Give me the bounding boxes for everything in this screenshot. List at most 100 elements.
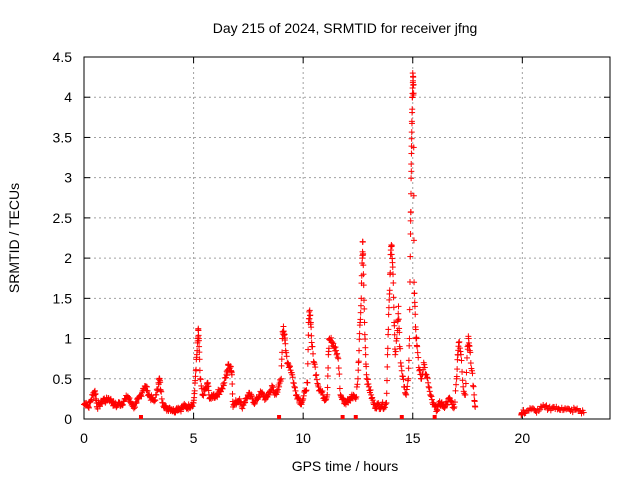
data-point	[406, 306, 413, 313]
data-point	[353, 393, 360, 400]
data-point	[410, 237, 417, 244]
data-point	[310, 358, 317, 365]
zero-marker	[432, 415, 437, 419]
data-point	[308, 332, 315, 339]
x-tick-label: 5	[190, 430, 198, 446]
data-point	[411, 303, 418, 310]
data-point	[409, 84, 416, 91]
data-point	[411, 279, 418, 286]
data-point	[408, 129, 415, 136]
data-point	[393, 335, 400, 342]
data-point	[408, 161, 415, 168]
data-point	[283, 353, 290, 360]
data-point	[286, 362, 293, 369]
data-point	[196, 367, 203, 374]
data-point	[471, 391, 478, 398]
data-point	[362, 336, 369, 343]
data-point	[259, 389, 266, 396]
data-point	[363, 363, 370, 370]
data-point	[130, 405, 137, 412]
data-point	[414, 343, 421, 350]
data-point	[397, 359, 404, 366]
data-point	[410, 81, 417, 88]
data-point	[144, 383, 151, 390]
data-point	[304, 360, 311, 367]
data-point	[362, 344, 369, 351]
data-point	[292, 387, 299, 394]
data-point	[289, 374, 296, 381]
data-point	[452, 387, 459, 394]
data-point	[364, 376, 371, 383]
data-point	[451, 399, 458, 406]
data-point	[363, 375, 370, 382]
data-point	[319, 388, 326, 395]
data-point	[158, 395, 165, 402]
data-point	[157, 387, 164, 394]
grid-lines	[84, 57, 610, 419]
data-point	[400, 376, 407, 383]
data-point	[453, 381, 460, 388]
data-point	[433, 406, 440, 413]
data-point	[416, 367, 423, 374]
data-point	[543, 402, 550, 409]
data-point	[311, 359, 318, 366]
data-point	[229, 380, 236, 387]
data-point	[451, 403, 458, 410]
data-point	[219, 385, 226, 392]
data-point	[196, 356, 203, 363]
data-point	[352, 394, 359, 401]
data-point	[426, 388, 433, 395]
data-point	[456, 338, 463, 345]
data-point	[322, 397, 329, 404]
data-point	[410, 192, 417, 199]
data-point	[462, 391, 469, 398]
data-point	[423, 371, 430, 378]
data-point	[291, 383, 298, 390]
data-point	[196, 349, 203, 356]
data-point	[467, 360, 474, 367]
data-point	[387, 269, 394, 276]
data-point	[306, 315, 313, 322]
data-point	[426, 384, 433, 391]
data-point	[399, 373, 406, 380]
data-point	[325, 364, 332, 371]
data-point	[395, 310, 402, 317]
data-point	[283, 349, 290, 356]
data-point	[199, 391, 206, 398]
data-point	[248, 391, 255, 398]
data-point	[388, 251, 395, 258]
data-point	[410, 144, 417, 151]
data-point	[415, 354, 422, 361]
data-point	[308, 324, 315, 331]
data-point	[177, 408, 184, 415]
data-point	[406, 335, 413, 342]
data-point	[459, 368, 466, 375]
data-point	[457, 348, 464, 355]
y-axis-label: SRMTID / TECUs	[6, 183, 22, 293]
data-point	[392, 351, 399, 358]
data-point	[388, 243, 395, 250]
data-point	[197, 376, 204, 383]
data-point	[333, 347, 340, 354]
data-point	[261, 396, 268, 403]
zero-marker	[138, 415, 143, 419]
y-tick-label: 3	[64, 170, 72, 186]
data-point	[291, 384, 298, 391]
data-point	[580, 409, 587, 416]
data-point	[383, 377, 390, 384]
data-point	[360, 250, 367, 257]
data-point	[289, 371, 296, 378]
data-point	[412, 311, 419, 318]
data-point	[423, 374, 430, 381]
data-point	[307, 312, 314, 319]
data-point	[403, 386, 410, 393]
data-point	[428, 396, 435, 403]
data-point	[273, 387, 280, 394]
data-point	[152, 397, 159, 404]
y-tick-label: 4.5	[53, 49, 73, 65]
data-point	[434, 407, 441, 414]
data-point	[282, 335, 289, 342]
data-point	[357, 309, 364, 316]
data-point	[88, 397, 95, 404]
data-point	[450, 405, 457, 412]
